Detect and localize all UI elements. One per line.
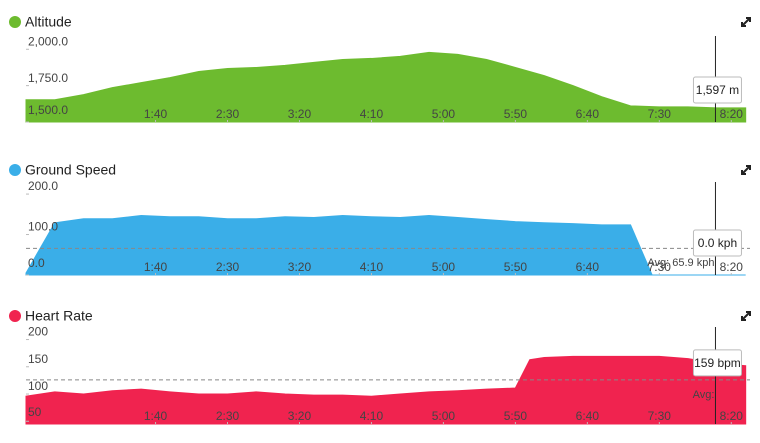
tooltip-box: [692, 76, 742, 104]
y-tick-label: 100.0: [28, 220, 58, 234]
x-tick-label: 6:40: [576, 107, 600, 121]
area: [25, 215, 746, 276]
chart-title: Ground Speed: [25, 162, 116, 178]
x-tick-label: 5:00: [432, 260, 456, 274]
x-tick-label: 4:10: [360, 260, 384, 274]
y-tick-label: 50: [28, 405, 42, 419]
x-tick-label: 8:20: [720, 107, 744, 121]
y-tick-label: 150: [28, 352, 48, 366]
expand-arrow: [741, 311, 751, 321]
x-tick-label: 5:50: [504, 409, 528, 423]
x-tick-label: 8:20: [720, 409, 744, 423]
area: [25, 51, 747, 123]
expand-arrow: [741, 17, 751, 27]
expand-icon[interactable]: [741, 165, 751, 175]
average-label: Avg:: [693, 389, 715, 401]
x-tick-label: 8:20: [720, 260, 744, 274]
x-tick-label: 4:10: [360, 409, 384, 423]
y-tick-label: 200: [28, 325, 48, 339]
tooltip-text: 159 bpm: [694, 356, 741, 370]
x-tick-label: 5:50: [504, 107, 528, 121]
x-tick-label: 7:30: [648, 260, 672, 274]
area: [25, 355, 747, 425]
tooltip-box: [692, 229, 742, 257]
chart-title: Altitude: [25, 14, 72, 30]
x-tick-label: 3:20: [288, 260, 312, 274]
legend-dot: [9, 164, 21, 176]
x-tick-label: 2:30: [216, 107, 240, 121]
tooltip-text: 0.0 kph: [698, 236, 737, 250]
legend-dot: [9, 16, 21, 28]
x-tick-label: 3:20: [288, 107, 312, 121]
y-tick-label: 200.0: [28, 179, 58, 193]
expand-icon[interactable]: [741, 17, 751, 27]
chart-title: Heart Rate: [25, 308, 93, 324]
average-label: Avg: 65.9 kph: [647, 257, 714, 269]
tooltip-box: [692, 349, 742, 377]
y-tick-label: 1,500.0: [28, 103, 68, 117]
x-tick-label: 2:30: [216, 260, 240, 274]
y-tick-label: 100: [28, 379, 48, 393]
x-tick-label: 2:30: [216, 409, 240, 423]
x-tick-label: 3:20: [288, 409, 312, 423]
y-tick-label: 2,000.0: [28, 34, 68, 48]
x-tick-label: 1:40: [144, 260, 168, 274]
x-tick-label: 1:40: [144, 409, 168, 423]
y-tick-label: 0.0: [28, 256, 45, 270]
expand-arrow: [741, 165, 751, 175]
expand-icon[interactable]: [741, 311, 751, 321]
x-tick-label: 1:40: [144, 107, 168, 121]
x-tick-label: 7:30: [648, 107, 672, 121]
x-tick-label: 5:50: [504, 260, 528, 274]
x-tick-label: 7:30: [648, 409, 672, 423]
x-tick-label: 5:00: [432, 107, 456, 121]
x-tick-label: 6:40: [576, 260, 600, 274]
tooltip-text: 1,597 m: [696, 83, 739, 97]
legend-dot: [9, 310, 21, 322]
x-tick-label: 5:00: [432, 409, 456, 423]
y-tick-label: 1,750.0: [28, 71, 68, 85]
x-tick-label: 6:40: [576, 409, 600, 423]
x-tick-label: 4:10: [360, 107, 384, 121]
